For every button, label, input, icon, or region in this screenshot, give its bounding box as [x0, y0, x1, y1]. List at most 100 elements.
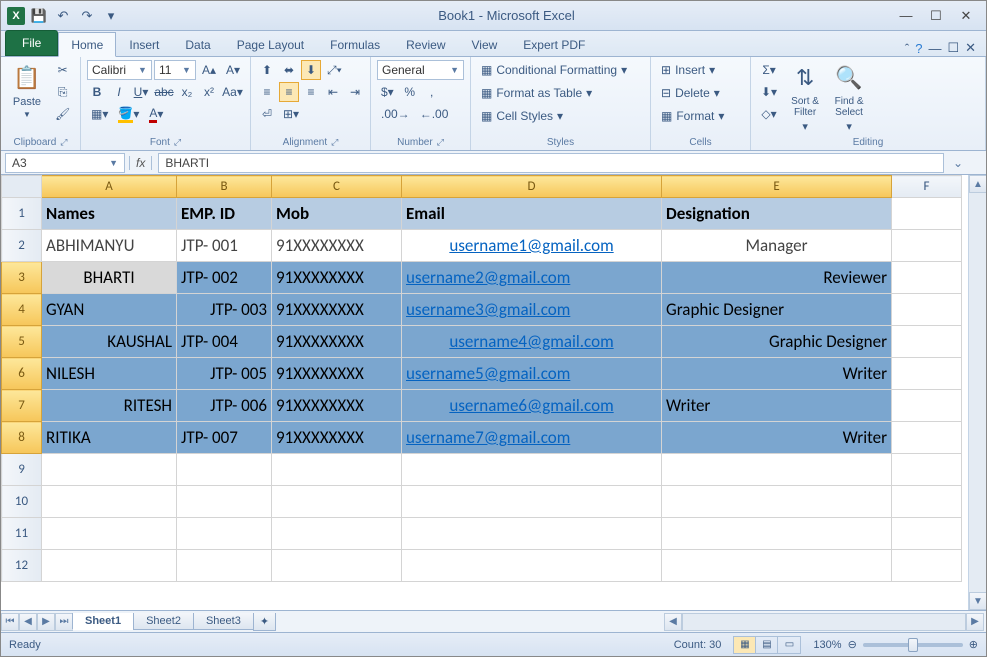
row-header-1[interactable]: 1 [2, 198, 42, 230]
cell-A2[interactable]: ABHIMANYU [42, 230, 177, 262]
tab-view[interactable]: View [459, 32, 511, 56]
cell-F5[interactable] [892, 326, 962, 358]
cell-E4[interactable]: Graphic Designer [662, 294, 892, 326]
cell-C4[interactable]: 91XXXXXXXX [272, 294, 402, 326]
cell-D10[interactable] [402, 486, 662, 518]
col-header-B[interactable]: B [177, 176, 272, 198]
cell-C10[interactable] [272, 486, 402, 518]
maximize-button[interactable]: ☐ [922, 6, 950, 26]
cell-B4[interactable]: JTP- 003 [177, 294, 272, 326]
row-header-4[interactable]: 4 [2, 294, 42, 326]
insert-cells-button[interactable]: ⊞Insert ▾ [657, 60, 728, 80]
cell-B7[interactable]: JTP- 006 [177, 390, 272, 422]
sort-filter-button[interactable]: ⇅ Sort & Filter▾ [785, 60, 825, 135]
accounting-icon[interactable]: $▾ [377, 82, 398, 102]
cell-E6[interactable]: Writer [662, 358, 892, 390]
cell-B12[interactable] [177, 550, 272, 582]
cell-E11[interactable] [662, 518, 892, 550]
cell-C9[interactable] [272, 454, 402, 486]
cell-E5[interactable]: Graphic Designer [662, 326, 892, 358]
row-header-9[interactable]: 9 [2, 454, 42, 486]
underline-button[interactable]: U▾ [131, 82, 151, 102]
view-page-break-icon[interactable]: ▭ [778, 637, 800, 653]
col-header-F[interactable]: F [892, 176, 962, 198]
grow-font-icon[interactable]: A▴ [198, 60, 220, 80]
tab-expert-pdf[interactable]: Expert PDF [510, 32, 598, 56]
sheet-nav-next-icon[interactable]: ▶ [37, 613, 55, 631]
strike-button[interactable]: abc [153, 82, 175, 102]
col-header-E[interactable]: E [662, 176, 892, 198]
wrap-text-icon[interactable]: ⏎ [257, 104, 277, 124]
cell-A5[interactable]: KAUSHAL [42, 326, 177, 358]
name-box[interactable]: A3▼ [5, 153, 125, 173]
window-restore-icon[interactable]: ☐ [947, 40, 959, 56]
percent-icon[interactable]: % [400, 82, 420, 102]
row-header-11[interactable]: 11 [2, 518, 42, 550]
cell-C2[interactable]: 91XXXXXXXX [272, 230, 402, 262]
cell-B9[interactable] [177, 454, 272, 486]
font-name-combo[interactable]: Calibri▼ [87, 60, 152, 80]
fill-color-button[interactable]: 🪣▾ [114, 104, 143, 124]
cell-D2[interactable]: username1@gmail.com [402, 230, 662, 262]
expand-formula-icon[interactable]: ⌄ [950, 156, 966, 170]
row-header-12[interactable]: 12 [2, 550, 42, 582]
decrease-decimal-icon[interactable]: ←.00 [416, 104, 453, 124]
font-size-combo[interactable]: 11▼ [154, 60, 196, 80]
vscroll-track[interactable] [969, 193, 986, 592]
col-header-A[interactable]: A [42, 176, 177, 198]
align-bottom-icon[interactable]: ⬇ [301, 60, 321, 80]
tab-page-layout[interactable]: Page Layout [224, 32, 317, 56]
cell-A12[interactable] [42, 550, 177, 582]
cell-D12[interactable] [402, 550, 662, 582]
align-left-icon[interactable]: ≡ [257, 82, 277, 102]
delete-cells-button[interactable]: ⊟Delete ▾ [657, 83, 728, 103]
cell-B6[interactable]: JTP- 005 [177, 358, 272, 390]
format-cells-button[interactable]: ▦Format ▾ [657, 106, 728, 126]
help-icon[interactable]: ? [915, 41, 922, 56]
align-top-icon[interactable]: ⬆ [257, 60, 277, 80]
cell-styles-button[interactable]: ▦Cell Styles ▾ [477, 106, 631, 126]
cell-E7[interactable]: Writer [662, 390, 892, 422]
bold-button[interactable]: B [87, 82, 107, 102]
cell-D4[interactable]: username3@gmail.com [402, 294, 662, 326]
cell-E10[interactable] [662, 486, 892, 518]
superscript-icon[interactable]: x² [199, 82, 219, 102]
cell-A6[interactable]: NILESH [42, 358, 177, 390]
tab-data[interactable]: Data [172, 32, 223, 56]
cell-E9[interactable] [662, 454, 892, 486]
cell-D5[interactable]: username4@gmail.com [402, 326, 662, 358]
paste-button[interactable]: 📋 Paste ▼ [7, 60, 47, 121]
tab-review[interactable]: Review [393, 32, 458, 56]
cell-F9[interactable] [892, 454, 962, 486]
ribbon-minimize-icon[interactable]: ˆ [905, 41, 909, 56]
autosum-icon[interactable]: Σ▾ [757, 60, 781, 80]
cell-E8[interactable]: Writer [662, 422, 892, 454]
qat-customize-icon[interactable]: ▾ [101, 6, 121, 26]
zoom-in-button[interactable]: ⊕ [969, 638, 978, 651]
cell-A4[interactable]: GYAN [42, 294, 177, 326]
clear-icon[interactable]: ◇▾ [757, 104, 781, 124]
italic-button[interactable]: I [109, 82, 129, 102]
alignment-launcher-icon[interactable]: ⤢ [331, 137, 338, 148]
cell-C7[interactable]: 91XXXXXXXX [272, 390, 402, 422]
align-right-icon[interactable]: ≡ [301, 82, 321, 102]
format-as-table-button[interactable]: ▦Format as Table ▾ [477, 83, 631, 103]
cell-E2[interactable]: Manager [662, 230, 892, 262]
cell-A9[interactable] [42, 454, 177, 486]
sheet-tab-sheet1[interactable]: Sheet1 [72, 613, 134, 630]
cell-A1[interactable]: Names [42, 198, 177, 230]
cell-E12[interactable] [662, 550, 892, 582]
number-launcher-icon[interactable]: ⤢ [437, 137, 444, 148]
horizontal-scrollbar[interactable]: ◀ ▶ [664, 613, 984, 631]
cell-B5[interactable]: JTP- 004 [177, 326, 272, 358]
cell-C6[interactable]: 91XXXXXXXX [272, 358, 402, 390]
scroll-left-icon[interactable]: ◀ [664, 613, 682, 631]
cell-B1[interactable]: EMP. ID [177, 198, 272, 230]
sheet-nav-first-icon[interactable]: ⏮ [1, 613, 19, 631]
number-format-combo[interactable]: General▼ [377, 60, 464, 80]
cell-B11[interactable] [177, 518, 272, 550]
format-painter-icon[interactable]: 🖌 [51, 104, 74, 124]
row-header-2[interactable]: 2 [2, 230, 42, 262]
border-button[interactable]: ▦▾ [87, 104, 112, 124]
cell-A7[interactable]: RITESH [42, 390, 177, 422]
